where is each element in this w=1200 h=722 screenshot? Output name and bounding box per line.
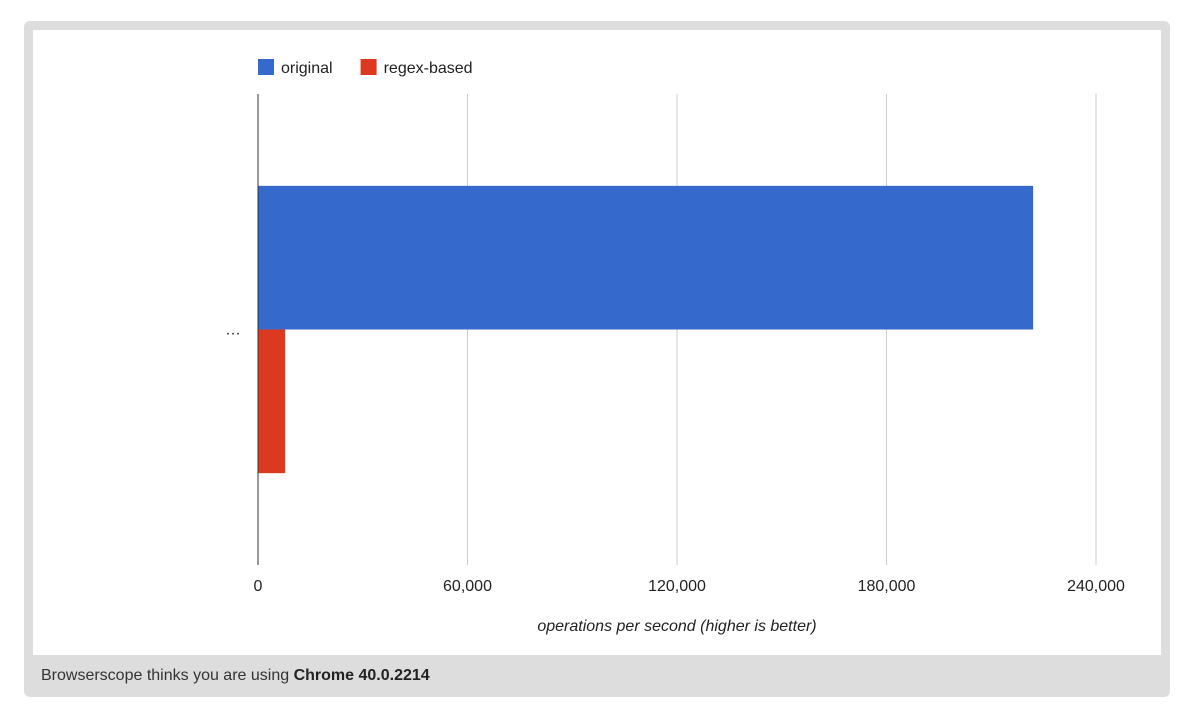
browser-info-prefix: Browserscope thinks you are using bbox=[41, 667, 294, 684]
legend-label[interactable]: original bbox=[281, 60, 333, 77]
legend-label[interactable]: regex-based bbox=[384, 60, 473, 77]
x-tick-label: 60,000 bbox=[443, 578, 492, 595]
legend-swatch bbox=[360, 59, 377, 75]
x-tick-label: 240,000 bbox=[1067, 578, 1125, 595]
x-tick-label: 120,000 bbox=[648, 578, 706, 595]
x-tick-label: 180,000 bbox=[858, 578, 916, 595]
legend-swatch bbox=[258, 59, 274, 75]
legend: original regex-based bbox=[258, 59, 473, 77]
bar-regex-based[interactable] bbox=[258, 329, 286, 474]
axis: 0 60,000 120,000 180,000 240,000 … bbox=[225, 94, 1125, 595]
browser-version: Chrome 40.0.2214 bbox=[293, 667, 430, 684]
y-category-label: … bbox=[225, 322, 241, 339]
bars bbox=[258, 185, 1034, 474]
browser-info: Browserscope thinks you are using Chrome… bbox=[41, 664, 430, 688]
chart-card bbox=[33, 30, 1161, 655]
x-tick-label: 0 bbox=[254, 578, 263, 595]
x-axis-label: operations per second (higher is better) bbox=[537, 618, 816, 635]
bar-original[interactable] bbox=[258, 185, 1034, 330]
